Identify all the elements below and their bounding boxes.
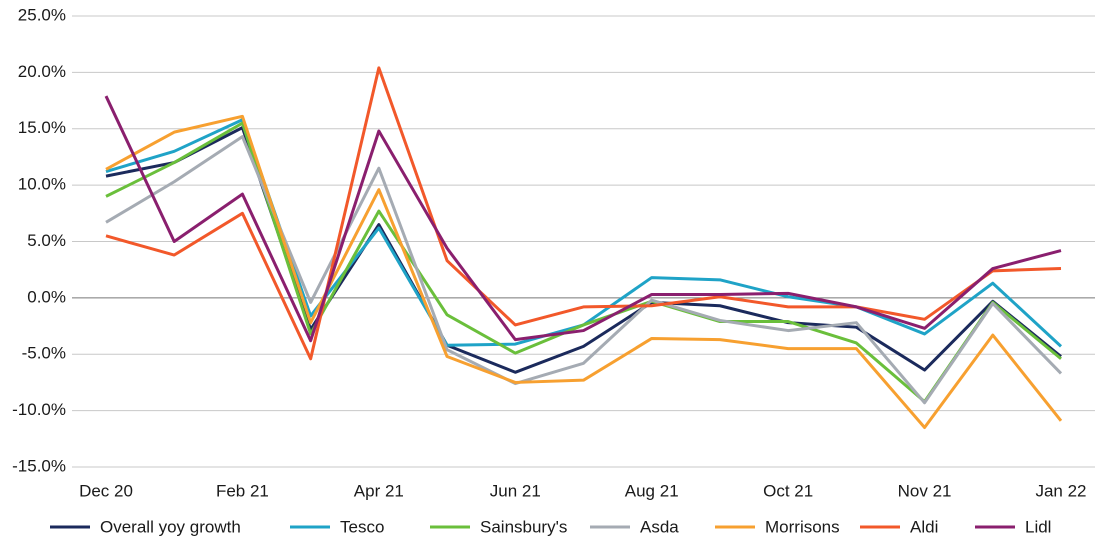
legend-label: Lidl <box>1025 517 1051 536</box>
x-tick-label: Nov 21 <box>898 481 952 500</box>
legend-label: Morrisons <box>765 517 840 536</box>
y-tick-label: -5.0% <box>22 344 66 363</box>
x-tick-label: Oct 21 <box>763 481 813 500</box>
x-tick-label: Dec 20 <box>79 481 133 500</box>
legend-label: Overall yoy growth <box>100 517 241 536</box>
y-tick-label: -15.0% <box>12 456 66 475</box>
x-tick-label: Feb 21 <box>216 481 269 500</box>
x-tick-label: Apr 21 <box>354 481 404 500</box>
series-line <box>104 95 1062 343</box>
y-tick-label: 15.0% <box>18 118 66 137</box>
x-tick-label: Jun 21 <box>490 481 541 500</box>
series-line <box>105 66 1062 361</box>
y-tick-label: 20.0% <box>18 62 66 81</box>
y-tick-label: 10.0% <box>18 175 66 194</box>
x-tick-label: Aug 21 <box>625 481 679 500</box>
series-line <box>105 126 1062 374</box>
y-tick-label: -10.0% <box>12 400 66 419</box>
legend-label: Tesco <box>340 517 384 536</box>
y-tick-label: 0.0% <box>27 287 66 306</box>
y-tick-label: 25.0% <box>18 5 66 24</box>
series-line <box>105 114 1063 430</box>
legend-label: Aldi <box>910 517 938 536</box>
y-tick-label: 5.0% <box>27 231 66 250</box>
series-line <box>105 121 1062 404</box>
legend-label: Sainsbury's <box>480 517 567 536</box>
series-line <box>105 135 1063 405</box>
x-tick-label: Jan 22 <box>1035 481 1086 500</box>
legend-label: Asda <box>640 517 679 536</box>
